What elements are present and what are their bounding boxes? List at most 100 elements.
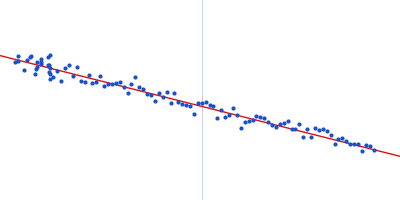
Point — [273, 125, 279, 128]
Point — [214, 116, 220, 119]
Point — [328, 133, 334, 137]
Point — [109, 83, 115, 86]
Point — [152, 99, 158, 102]
Point — [222, 116, 228, 119]
Point — [97, 74, 104, 78]
Point — [116, 81, 123, 84]
Point — [179, 103, 186, 106]
Point — [218, 109, 224, 112]
Point — [210, 105, 217, 108]
Point — [343, 139, 350, 142]
Point — [316, 128, 322, 131]
Point — [160, 96, 166, 99]
Point — [47, 66, 53, 70]
Point — [46, 70, 52, 73]
Point — [320, 128, 326, 131]
Point — [339, 136, 346, 139]
Point — [253, 114, 260, 118]
Point — [148, 93, 154, 96]
Point — [46, 63, 52, 66]
Point — [292, 127, 299, 130]
Point — [242, 120, 248, 123]
Point — [85, 74, 92, 77]
Point — [171, 92, 178, 95]
Point — [312, 126, 318, 129]
Point — [234, 113, 240, 117]
Point — [144, 93, 150, 96]
Point — [44, 56, 51, 59]
Point — [156, 91, 162, 94]
Point — [347, 143, 353, 146]
Point — [27, 56, 34, 59]
Point — [38, 58, 44, 61]
Point — [257, 116, 264, 119]
Point — [50, 75, 56, 78]
Point — [230, 106, 236, 110]
Point — [296, 123, 302, 126]
Point — [47, 77, 54, 80]
Point — [136, 85, 142, 89]
Point — [261, 117, 268, 120]
Point — [32, 72, 38, 75]
Point — [370, 149, 377, 152]
Point — [167, 102, 174, 105]
Point — [308, 136, 314, 139]
Point — [324, 129, 330, 133]
Point — [284, 119, 291, 123]
Point — [81, 81, 88, 84]
Point — [140, 88, 146, 91]
Point — [191, 112, 197, 115]
Point — [335, 137, 342, 140]
Point — [58, 79, 64, 82]
Point — [351, 142, 357, 146]
Point — [70, 75, 76, 78]
Point — [280, 121, 287, 124]
Point — [78, 79, 84, 83]
Point — [46, 72, 53, 75]
Point — [269, 124, 275, 127]
Point — [304, 128, 310, 131]
Point — [277, 123, 283, 126]
Point — [101, 85, 107, 88]
Point — [246, 119, 252, 122]
Point — [355, 142, 361, 146]
Point — [331, 143, 338, 146]
Point — [33, 67, 39, 70]
Point — [89, 81, 96, 84]
Point — [62, 67, 68, 70]
Point — [66, 64, 72, 67]
Point — [54, 70, 60, 73]
Point — [359, 150, 365, 153]
Point — [38, 61, 44, 64]
Point — [300, 135, 306, 138]
Point — [265, 120, 271, 124]
Point — [15, 54, 22, 57]
Point — [206, 104, 213, 107]
Point — [226, 113, 232, 116]
Point — [132, 75, 138, 78]
Point — [124, 92, 131, 95]
Point — [187, 105, 193, 108]
Point — [183, 103, 189, 106]
Point — [164, 90, 170, 93]
Point — [44, 64, 51, 67]
Point — [288, 127, 295, 130]
Point — [38, 62, 45, 66]
Point — [105, 82, 111, 86]
Point — [198, 101, 205, 105]
Point — [20, 68, 27, 72]
Point — [113, 81, 119, 85]
Point — [238, 126, 244, 130]
Point — [15, 59, 21, 62]
Point — [175, 100, 182, 103]
Point — [249, 119, 256, 122]
Point — [34, 60, 40, 63]
Point — [47, 54, 54, 57]
Point — [195, 101, 201, 104]
Point — [366, 145, 373, 148]
Point — [28, 54, 34, 57]
Point — [128, 83, 135, 86]
Point — [362, 143, 369, 146]
Point — [120, 86, 127, 89]
Point — [202, 100, 209, 103]
